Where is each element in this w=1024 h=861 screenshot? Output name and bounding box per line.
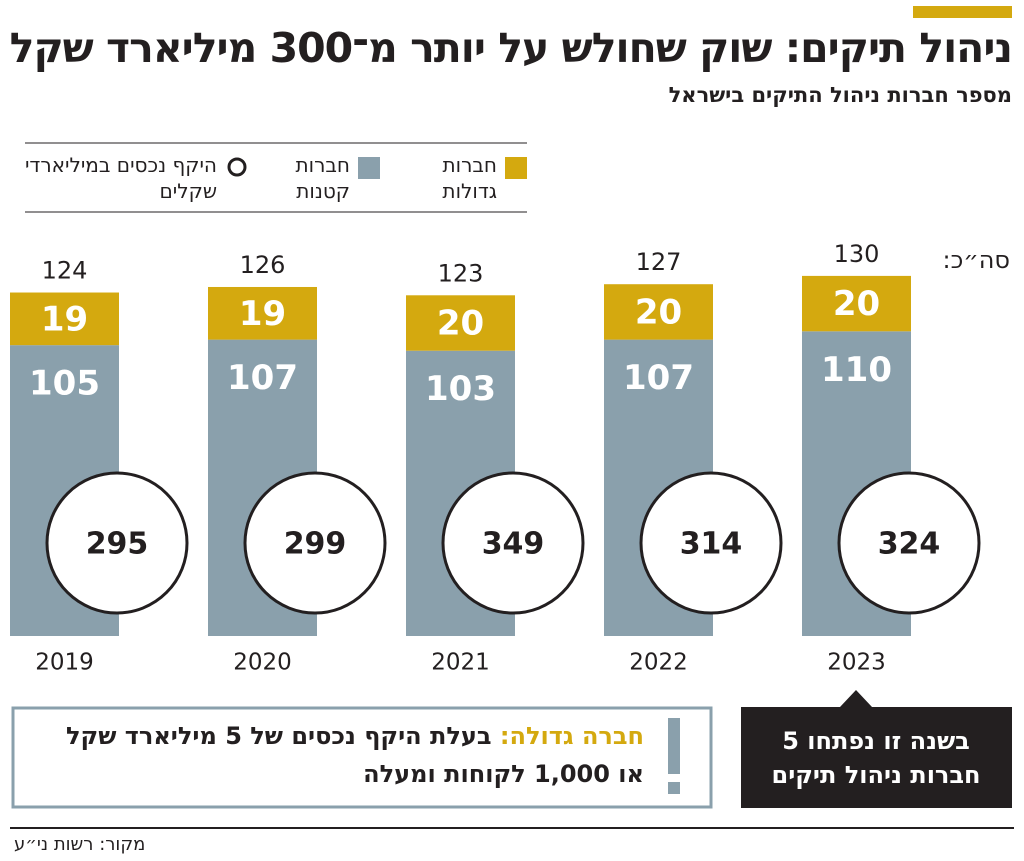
source: מקור: רשות ני״ע (14, 834, 146, 855)
legend-label: היקף נכסים במיליארדי שקלים (24, 153, 217, 203)
asset-circle (45, 471, 189, 615)
total-label: סה״כ: (942, 246, 1011, 274)
segment-label: 19 (41, 299, 88, 339)
legend-label: חברות גדולות (442, 153, 497, 203)
legend-marker (505, 157, 527, 179)
segment-label: 20 (437, 303, 484, 343)
segment-label: 19 (239, 294, 286, 334)
asset-circle (837, 471, 981, 615)
chart-subtitle: מספר חברות ניהול התיקים בישראל (668, 83, 1012, 107)
total-label: 127 (636, 248, 682, 276)
segment-label: 20 (635, 292, 682, 332)
x-tick-label: 2022 (629, 650, 688, 676)
total-label: 124 (42, 257, 88, 285)
segment-label: 103 (425, 369, 496, 409)
asset-label: 295 (86, 527, 149, 562)
segment-label: 110 (821, 350, 892, 390)
x-tick-label: 2023 (827, 650, 886, 676)
exclamation-icon (668, 782, 680, 794)
info-text: חברה גדולה: בעלת היקף נכסים של 5 מיליארד… (64, 717, 644, 793)
segment-label: 105 (29, 364, 100, 404)
asset-circle (243, 471, 387, 615)
total-label: 126 (240, 251, 286, 279)
segment-label: 107 (623, 358, 694, 398)
info-box (11, 706, 713, 809)
asset-label: 349 (482, 527, 545, 562)
bar-segment (604, 284, 713, 340)
asset-label: 314 (680, 527, 743, 562)
info-body: בעלת היקף נכסים של 5 מיליארד שקל או 1,00… (66, 722, 644, 788)
total-label: 123 (438, 259, 484, 287)
asset-circle (639, 471, 783, 615)
bar-segment (406, 295, 515, 351)
x-tick-label: 2021 (431, 650, 490, 676)
x-tick-label: 2019 (35, 650, 94, 676)
callout-box (741, 690, 1012, 808)
bar-segment (208, 286, 317, 340)
info-term: חברה גדולה: (499, 722, 644, 750)
chart-title: ניהול תיקים: שוק שחולש על יותר מ־300 מיל… (9, 24, 1013, 72)
legend-label: חברות קטנות (295, 153, 350, 203)
bar-segment (802, 275, 911, 332)
x-tick-label: 2020 (233, 650, 292, 676)
segment-label: 107 (227, 358, 298, 398)
total-label: 130 (834, 240, 880, 268)
accent-bar (913, 6, 1012, 18)
exclamation-icon (668, 718, 680, 774)
asset-label: 324 (878, 527, 941, 562)
callout-text: בשנה זו נפתחו 5 חברות ניהול תיקים (771, 727, 981, 789)
legend-marker (227, 157, 247, 177)
bar-segment (10, 292, 119, 346)
legend-marker (358, 157, 380, 179)
asset-label: 299 (284, 527, 347, 562)
asset-circle (441, 471, 585, 615)
segment-label: 20 (833, 284, 880, 324)
